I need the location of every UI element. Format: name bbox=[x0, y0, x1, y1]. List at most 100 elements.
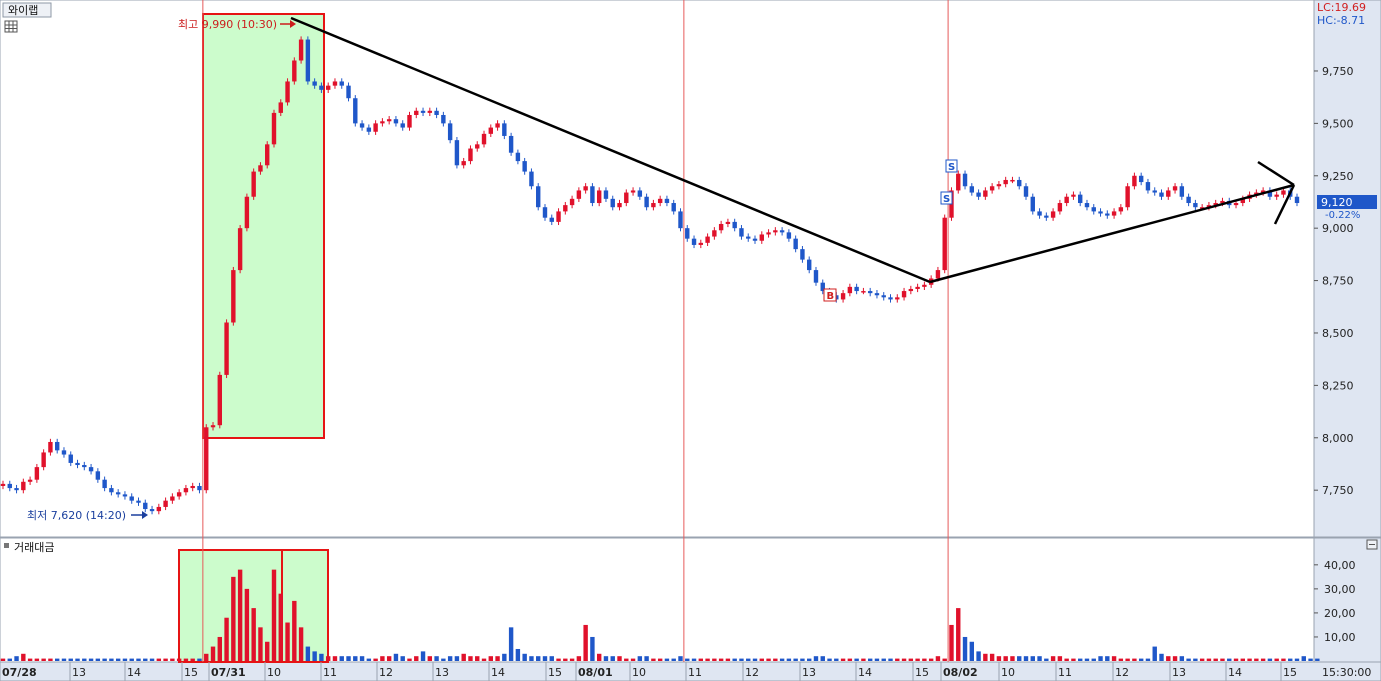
volume-bar bbox=[576, 656, 582, 661]
price-candle bbox=[786, 229, 792, 242]
price-candle bbox=[1125, 183, 1130, 211]
volume-bar bbox=[1098, 656, 1103, 661]
price-candle bbox=[298, 36, 304, 64]
price-candle bbox=[712, 227, 717, 240]
x-hour-label: 15 bbox=[915, 666, 929, 679]
price-candle bbox=[414, 107, 419, 119]
volume-bar bbox=[258, 627, 263, 661]
volume-bar bbox=[983, 653, 988, 661]
volume-bar bbox=[888, 658, 893, 661]
price-panel bbox=[0, 0, 1315, 538]
volume-bar bbox=[1206, 658, 1212, 661]
price-candle bbox=[820, 279, 825, 295]
price-candle bbox=[671, 199, 676, 215]
volume-bar bbox=[224, 617, 229, 661]
price-candle bbox=[407, 111, 412, 131]
volume-bar bbox=[380, 656, 385, 661]
up-trendline bbox=[929, 183, 1295, 284]
x-day-label: 08/02 bbox=[943, 666, 978, 679]
price-candle bbox=[874, 290, 880, 299]
price-candle bbox=[163, 497, 168, 511]
price-candle bbox=[156, 503, 162, 515]
volume-bar bbox=[949, 624, 954, 661]
volume-bar bbox=[996, 656, 1002, 661]
price-candle bbox=[739, 225, 744, 240]
volume-bar bbox=[813, 656, 819, 661]
volume-bar bbox=[149, 658, 155, 661]
volume-bar bbox=[725, 658, 731, 661]
price-candle bbox=[976, 189, 981, 200]
table-icon[interactable] bbox=[4, 20, 18, 33]
volume-bar bbox=[1267, 658, 1273, 661]
price-candle bbox=[258, 162, 263, 175]
volume-bar bbox=[325, 656, 331, 661]
volume-bar bbox=[88, 658, 94, 661]
volume-bar bbox=[847, 658, 853, 661]
stock-name-box[interactable] bbox=[2, 2, 52, 18]
sell-marker-2[interactable]: S bbox=[945, 159, 958, 173]
price-candle bbox=[549, 214, 554, 226]
volume-bar bbox=[0, 658, 6, 661]
sell-marker-1[interactable]: S bbox=[940, 191, 953, 205]
price-candle bbox=[54, 438, 60, 454]
volume-title: 거래대금 bbox=[14, 541, 54, 554]
price-candle bbox=[915, 283, 920, 293]
volume-bar bbox=[163, 658, 168, 661]
volume-bar bbox=[400, 656, 405, 661]
volume-bar bbox=[508, 627, 514, 661]
volume-bar bbox=[447, 656, 453, 661]
price-candle bbox=[678, 208, 683, 232]
volume-bar bbox=[278, 593, 283, 661]
buy-marker[interactable]: B bbox=[823, 288, 837, 302]
volume-bar bbox=[285, 622, 290, 661]
price-candle bbox=[217, 371, 222, 429]
volume-bar bbox=[603, 656, 609, 661]
price-candle bbox=[888, 294, 893, 303]
price-candle bbox=[752, 235, 758, 244]
volume-bar bbox=[359, 656, 365, 661]
volume-bar bbox=[556, 658, 561, 661]
price-candle bbox=[488, 124, 493, 137]
volume-bar bbox=[1308, 658, 1313, 661]
volume-bar bbox=[712, 658, 717, 661]
volume-collapse-icon[interactable] bbox=[1366, 539, 1378, 550]
volume-bar bbox=[928, 658, 934, 661]
volume-bar bbox=[373, 658, 378, 661]
volume-bar bbox=[136, 658, 141, 661]
volume-bar bbox=[461, 653, 466, 661]
volume-bar bbox=[176, 658, 182, 661]
price-candle bbox=[434, 107, 439, 119]
volume-bar bbox=[834, 658, 839, 661]
volume-bar bbox=[1003, 656, 1008, 661]
volume-bar bbox=[1132, 658, 1137, 661]
volume-bar bbox=[698, 658, 704, 661]
price-candle bbox=[149, 505, 155, 515]
price-tick-label: 9,000 bbox=[1322, 222, 1354, 235]
price-candle bbox=[237, 225, 243, 274]
price-candle bbox=[393, 116, 399, 127]
volume-bar bbox=[1138, 658, 1144, 661]
price-candle bbox=[88, 463, 94, 475]
x-hour-label: 14 bbox=[1228, 666, 1242, 679]
price-candle bbox=[1159, 189, 1164, 200]
volume-bar bbox=[414, 656, 419, 661]
price-candle bbox=[596, 187, 602, 207]
volume-bar bbox=[1091, 658, 1096, 661]
price-candle bbox=[1294, 193, 1300, 207]
x-hour-label: 12 bbox=[1115, 666, 1129, 679]
price-candle bbox=[441, 111, 446, 127]
price-candle bbox=[590, 183, 595, 207]
price-candle bbox=[312, 78, 317, 89]
price-candle bbox=[1145, 178, 1151, 194]
volume-bar bbox=[800, 658, 805, 661]
price-candle bbox=[542, 204, 548, 221]
price-candle bbox=[563, 201, 568, 215]
volume-bar bbox=[1111, 656, 1117, 661]
price-candle bbox=[481, 130, 487, 148]
volume-bar bbox=[786, 658, 792, 661]
volume-bar bbox=[583, 624, 588, 661]
volume-bar bbox=[109, 658, 114, 661]
price-axis bbox=[1313, 0, 1381, 538]
price-candle bbox=[7, 480, 12, 492]
sell-marker-1-label: S bbox=[943, 194, 950, 205]
